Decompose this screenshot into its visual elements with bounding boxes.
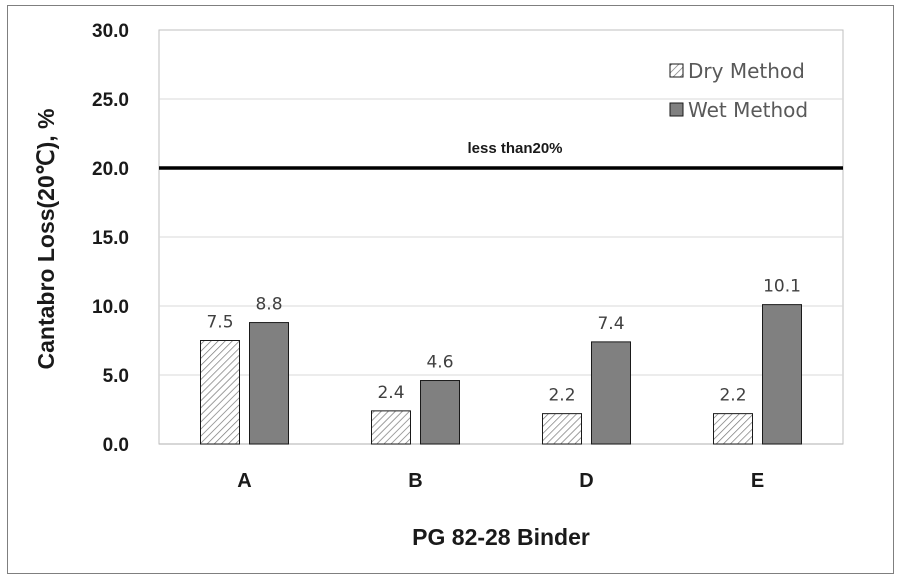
legend-label-wet-method: Wet Method — [688, 98, 808, 122]
data-labels: 7.5 8.8 2.4 4.6 2.2 7.4 2.2 10.1 — [206, 277, 800, 406]
reference-line-label: less than20% — [467, 140, 562, 157]
bar-wet-method-e — [762, 304, 802, 445]
x-category-label: A — [237, 470, 251, 492]
data-label-wet-method-b: 4.6 — [426, 353, 453, 373]
y-tick-label: 5.0 — [103, 366, 129, 387]
data-label-wet-method-d: 7.4 — [597, 314, 624, 334]
data-label-dry-method-b: 2.4 — [377, 383, 404, 403]
y-tick-label: 30.0 — [92, 21, 129, 42]
bar-dry-method-b — [371, 410, 411, 445]
legend: Dry Method Wet Method — [669, 59, 808, 122]
x-category-label: B — [408, 470, 422, 492]
chart-frame — [7, 5, 894, 574]
bars — [200, 304, 802, 445]
x-category-label: D — [579, 470, 593, 492]
y-tick-label: 10.0 — [92, 297, 129, 318]
data-label-wet-method-e: 10.1 — [763, 277, 801, 297]
bar-dry-method-d — [542, 413, 582, 445]
y-tick-label: 25.0 — [92, 90, 129, 111]
y-tick-label: 20.0 — [92, 159, 129, 180]
x-axis-title: PG 82-28 Binder — [412, 524, 590, 550]
data-label-dry-method-d: 2.2 — [548, 386, 575, 406]
y-tick-label: 0.0 — [103, 435, 129, 456]
data-label-wet-method-a: 8.8 — [255, 295, 282, 315]
x-category-label: E — [751, 470, 764, 492]
legend-swatch-dry-method — [669, 63, 684, 78]
bar-dry-method-a — [200, 340, 240, 445]
bar-wet-method-a — [249, 322, 289, 445]
bar-wet-method-d — [591, 341, 631, 445]
y-axis-ticks: 0.0 5.0 10.0 15.0 20.0 25.0 30.0 — [92, 21, 129, 456]
bar-wet-method-b — [420, 380, 460, 445]
legend-swatch-wet-method — [669, 102, 684, 117]
legend-label-dry-method: Dry Method — [688, 59, 805, 83]
y-tick-label: 15.0 — [92, 228, 129, 249]
bar-dry-method-e — [713, 413, 753, 445]
y-axis-title: Cantabro Loss(20℃), % — [33, 109, 59, 370]
data-label-dry-method-a: 7.5 — [206, 313, 233, 333]
data-label-dry-method-e: 2.2 — [719, 386, 746, 406]
